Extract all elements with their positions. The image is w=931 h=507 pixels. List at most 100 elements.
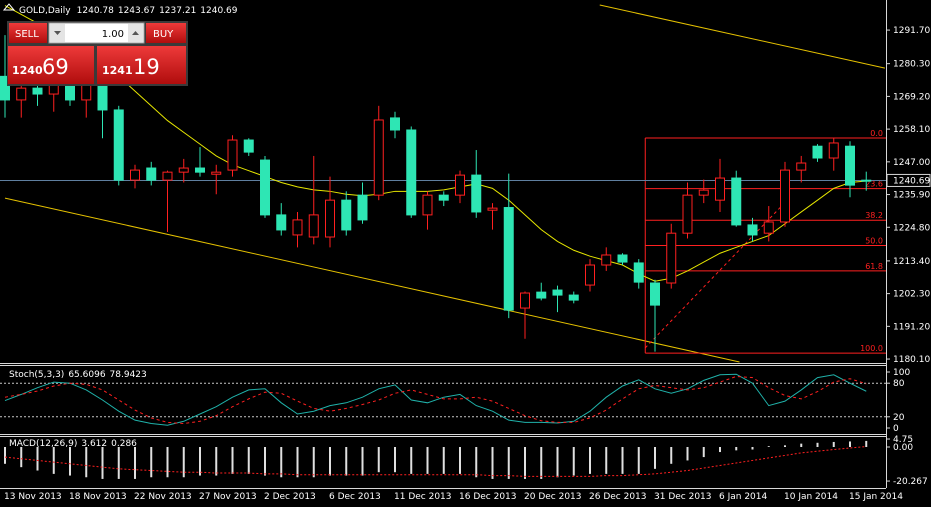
candle-body [633, 262, 644, 283]
lots-input[interactable] [48, 22, 145, 44]
y-tick-label: 1213.40 [893, 257, 930, 267]
y-tick-label: 1269.20 [893, 92, 930, 102]
x-tick-label: 31 Dec 2013 [654, 492, 712, 502]
candle-body [325, 199, 335, 238]
fib-label: 38.2 [865, 211, 883, 220]
candle-body [341, 199, 352, 231]
candle-body [32, 87, 43, 95]
candle-body [747, 224, 758, 236]
candle-body [828, 142, 839, 159]
candle-body [503, 207, 514, 311]
frames [0, 0, 887, 489]
candle-body [455, 174, 465, 196]
indicator-line [4, 373, 867, 426]
candle-body [422, 194, 433, 216]
x-tick-label: 26 Dec 2013 [589, 492, 647, 502]
y-tick-label: 1247.00 [893, 158, 930, 168]
macd-header: MACD(12,26,9) 3.612 0.286 [9, 439, 137, 449]
candle-body [0, 75, 10, 101]
candle-body [585, 264, 595, 286]
candle-body [682, 194, 693, 234]
x-tick-label: 11 Dec 2013 [394, 492, 452, 502]
candle-body [861, 179, 872, 182]
chart-title: GOLD,Daily [19, 6, 71, 16]
candle-body [438, 194, 449, 201]
x-tick-label: 18 Nov 2013 [69, 492, 127, 502]
candle-body [227, 139, 238, 171]
buy-price-button[interactable] [97, 46, 186, 84]
arrow-icon [132, 31, 139, 35]
candle-body [130, 169, 140, 181]
indicator-value: 3.612 [81, 439, 107, 449]
trendline [644, 202, 786, 349]
candle-body [536, 291, 547, 299]
candle-body [487, 207, 498, 211]
indicator-value: 78.9423 [110, 370, 147, 380]
open-value: 1240.78 [77, 6, 114, 16]
candle-body [178, 167, 189, 173]
candle-body [211, 171, 222, 175]
signal-line [4, 446, 867, 477]
y-tick-label: 1224.80 [893, 223, 930, 233]
chart-header: GOLD,Daily 1240.78 1243.67 1237.21 1240.69 [19, 6, 238, 16]
ask-major: 1241 [102, 64, 133, 77]
y-tick-label: 100 [893, 368, 910, 378]
y-tick-label: 1191.20 [893, 322, 930, 332]
candle-body [731, 177, 742, 226]
candle-body [812, 145, 823, 159]
close-value: 1240.69 [200, 6, 237, 16]
moving-average [4, 5, 867, 282]
x-tick-label: 22 Nov 2013 [134, 492, 192, 502]
candle-body [601, 254, 612, 266]
y-tick-label: 1235.90 [893, 191, 930, 201]
candle-body [81, 84, 92, 101]
macd-panel [4, 440, 868, 479]
bid-major: 1240 [12, 64, 43, 77]
x-tick-label: 6 Dec 2013 [329, 492, 381, 502]
candle-body [845, 145, 855, 186]
y-tick-label: 80 [893, 379, 905, 389]
candle-body [113, 109, 124, 181]
candle-body [617, 254, 628, 263]
candle-body [780, 169, 790, 223]
lots-value: 1.00 [102, 29, 124, 40]
high-value: 1243.67 [118, 6, 155, 16]
buy-button[interactable] [146, 23, 186, 43]
candle-body [650, 282, 660, 306]
candle-body [715, 177, 725, 201]
y-tick-label: -20.267 [893, 477, 928, 487]
y-tick-label: 0 [893, 424, 899, 434]
candle-body [552, 289, 563, 296]
x-tick-label: 20 Dec 2013 [524, 492, 582, 502]
x-tick-label: 13 Nov 2013 [4, 492, 62, 502]
y-tick-label: 1180.10 [893, 355, 930, 365]
y-tick-label: 1291.70 [893, 26, 930, 36]
candle-body [276, 214, 287, 231]
y-tick-label: 4.75 [893, 435, 913, 445]
indicator-title: MACD(12,26,9) [9, 439, 77, 449]
trade-panel: SELL 1.00 BUY 1240 69 1241 19 [7, 21, 188, 86]
y-tick-label: 20 [893, 413, 905, 423]
last-price-label: 1240.69 [893, 176, 930, 186]
trendline [599, 4, 886, 69]
candle-body [471, 174, 482, 213]
sell-price-button[interactable] [8, 46, 94, 84]
fib-label: 61.8 [865, 262, 883, 271]
arrow-icon [54, 31, 61, 35]
indicator-value: 0.286 [111, 439, 137, 449]
low-value: 1237.21 [159, 6, 196, 16]
indicator-value: 65.6096 [68, 370, 105, 380]
fib-label: 0.0 [870, 129, 883, 138]
stoch-header: Stoch(5,3,3) 65.6096 78.9423 [9, 370, 147, 380]
candle-body [698, 189, 709, 196]
candle-body [406, 129, 417, 216]
ask-minor: 19 [133, 55, 160, 79]
candle-body [97, 84, 108, 111]
last-price-box [886, 173, 931, 187]
sell-button[interactable] [9, 23, 47, 43]
candle-body [763, 221, 774, 234]
x-tick-label: 10 Jan 2014 [784, 492, 838, 502]
x-tick-label: 2 Dec 2013 [264, 492, 316, 502]
